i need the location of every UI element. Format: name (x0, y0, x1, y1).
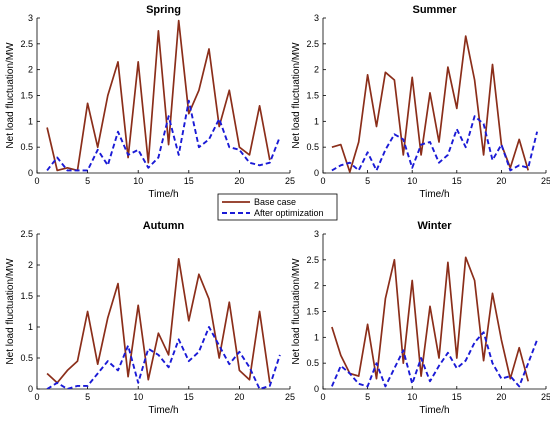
x-tick-label: 0 (34, 392, 39, 402)
x-axis-label: Time/h (419, 405, 449, 416)
legend-label: Base case (254, 197, 296, 207)
y-tick-label: 3 (314, 13, 319, 23)
y-tick-label: 1.5 (20, 291, 33, 301)
y-tick-label: 2.5 (306, 39, 319, 49)
x-tick-label: 15 (184, 176, 194, 186)
x-tick-label: 25 (285, 392, 295, 402)
panel-title: Summer (412, 4, 457, 16)
y-tick-label: 1 (28, 322, 33, 332)
x-tick-label: 20 (496, 176, 506, 186)
x-axis-label: Time/h (148, 405, 178, 416)
legend-box (217, 193, 338, 221)
base-case-line (331, 35, 530, 173)
base-case-line (331, 256, 530, 382)
panel-autumn: 0 0.5 1 1.5 2 2.5 0 5 10 15 20 25 Autumn Time/h Net lo… (5, 220, 295, 416)
y-tick-label: 0.5 (20, 142, 33, 152)
x-tick-label: 25 (285, 176, 295, 186)
axis-lines (322, 234, 546, 390)
y-tick-label: 1.5 (306, 91, 319, 101)
x-tick-label: 15 (184, 392, 194, 402)
x-tick-label: 10 (133, 392, 143, 402)
x-tick-label: 10 (133, 176, 143, 186)
x-tick-label: 10 (407, 176, 417, 186)
y-tick-label: 2.5 (306, 255, 319, 265)
series-group (331, 35, 539, 173)
y-tick-label: 2.5 (20, 229, 33, 239)
x-tick-label: 5 (85, 392, 90, 402)
panel-title: Spring (146, 4, 181, 16)
after-optimization-line (46, 326, 281, 389)
panel-title: Autumn (143, 220, 185, 232)
y-tick-label: 0 (314, 168, 319, 178)
y-tick-label: 1 (28, 116, 33, 126)
x-tick-label: 25 (541, 176, 550, 186)
x-tick-label: 25 (541, 392, 550, 402)
x-axis-label: Time/h (148, 189, 178, 200)
y-axis-label: Net load fluctuation/MW (291, 42, 302, 149)
x-tick-label: 0 (320, 392, 325, 402)
panel-summer: 0 0.5 1 1.5 2 2.5 3 0 5 10 15 20 25 Summer Time/h Net l… (291, 4, 550, 200)
y-tick-label: 3 (314, 229, 319, 239)
y-tick-label: 0.5 (306, 358, 319, 368)
x-tick-label: 20 (234, 176, 244, 186)
y-axis-label: Net load fluctuation/MW (291, 258, 302, 365)
x-tick-label: 15 (452, 176, 462, 186)
x-tick-label: 20 (496, 392, 506, 402)
legend-label: After optimization (254, 208, 324, 218)
y-tick-label: 2 (314, 65, 319, 75)
x-tick-label: 5 (365, 392, 370, 402)
x-axis-label: Time/h (419, 189, 449, 200)
y-tick-label: 0 (28, 384, 33, 394)
x-tick-label: 5 (85, 176, 90, 186)
y-tick-label: 0.5 (306, 142, 319, 152)
y-tick-label: 0.5 (20, 353, 33, 363)
x-tick-label: 20 (234, 392, 244, 402)
x-tick-label: 10 (407, 392, 417, 402)
y-tick-label: 2 (28, 260, 33, 270)
panel-spring: 0 0.5 1 1.5 2 2.5 3 0 5 10 15 20 25 Spring Time/h Net l… (5, 4, 295, 200)
y-tick-label: 1 (314, 116, 319, 126)
after-optimization-line (331, 331, 538, 388)
series-group (46, 19, 281, 172)
series-group (331, 256, 538, 388)
y-tick-label: 0 (28, 168, 33, 178)
panel-winter: 0 0.5 1 1.5 2 2.5 3 0 5 10 15 20 25 Winter Time/h Net l… (291, 220, 550, 416)
after-optimization-line (46, 99, 281, 172)
y-tick-label: 2 (314, 281, 319, 291)
x-tick-label: 0 (34, 176, 39, 186)
y-tick-label: 0 (314, 384, 319, 394)
x-tick-label: 15 (452, 392, 462, 402)
after-optimization-line (331, 115, 539, 172)
y-tick-label: 1.5 (20, 91, 33, 101)
base-case-line (46, 257, 271, 384)
x-tick-label: 5 (365, 176, 370, 186)
y-axis-label: Net load fluctuation/MW (5, 258, 16, 365)
y-tick-label: 3 (28, 13, 33, 23)
base-case-line (46, 19, 271, 172)
y-tick-label: 1 (314, 332, 319, 342)
x-tick-label: 0 (320, 176, 325, 186)
y-axis-label: Net load fluctuation/MW (5, 42, 16, 149)
y-tick-label: 2 (28, 65, 33, 75)
series-group (46, 257, 281, 389)
panel-title: Winter (417, 220, 452, 232)
y-tick-label: 2.5 (20, 39, 33, 49)
y-tick-label: 1.5 (306, 307, 319, 317)
